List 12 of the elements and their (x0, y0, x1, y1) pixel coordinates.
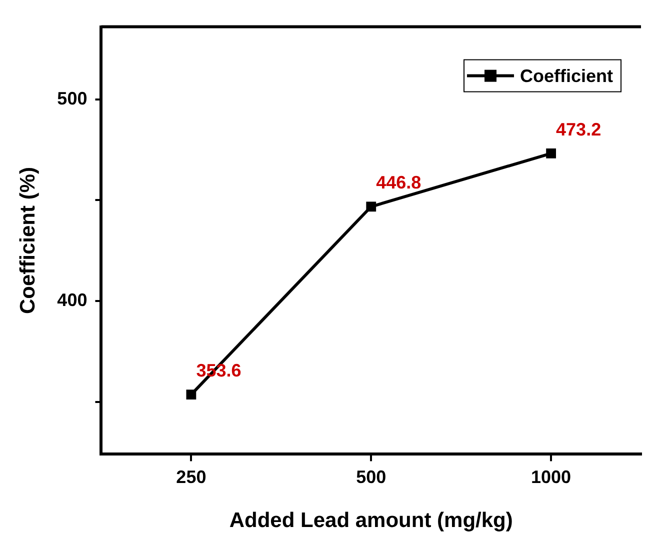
data-label: 446.8 (376, 172, 422, 193)
point (366, 202, 376, 212)
legend-label: Coefficient (520, 66, 614, 86)
x-tick-label: 500 (356, 466, 386, 487)
point (546, 148, 556, 158)
data-label: 473.2 (556, 119, 602, 140)
y-axis-title: Coefficient (%) (16, 167, 40, 314)
x-tick-label: 250 (176, 466, 206, 487)
x-axis-title: Added Lead amount (mg/kg) (229, 509, 513, 532)
point (186, 390, 196, 400)
x-tick-label: 1000 (531, 466, 572, 487)
y-tick-label: 400 (57, 290, 88, 310)
